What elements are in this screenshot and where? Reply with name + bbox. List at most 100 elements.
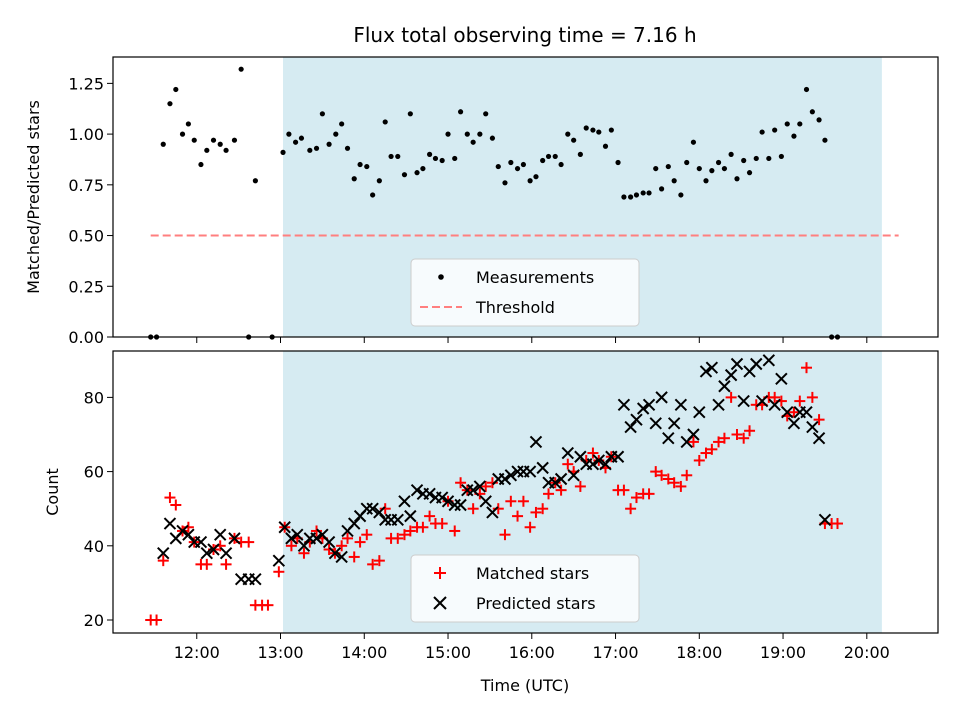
measurement-point [326, 141, 332, 147]
predicted-star-point [818, 513, 832, 527]
predicted-star-point [297, 539, 311, 553]
measurement-point [204, 147, 210, 153]
matched-star-point [220, 558, 232, 570]
matched-star-point [455, 477, 467, 489]
matched-star-point [530, 506, 542, 518]
predicted-star-point [755, 394, 769, 408]
predicted-star-point [391, 513, 404, 527]
predicted-star-point [310, 532, 323, 545]
matched-star-point [788, 406, 800, 418]
measurement-point [470, 139, 476, 145]
matched-star-point [543, 488, 555, 500]
matched-star-point [794, 395, 806, 407]
measurement-point [746, 170, 753, 176]
predicted-star-point [806, 420, 819, 434]
predicted-star-point [473, 480, 487, 493]
matched-star-point [587, 447, 599, 459]
matched-star-point [574, 480, 586, 492]
matched-star-point [436, 518, 448, 530]
measurement-point [784, 121, 790, 127]
matched-star-point [404, 525, 416, 537]
x-tick-label: 16:00 [509, 643, 555, 662]
measurement-point [709, 168, 715, 174]
matched-star-point [713, 436, 725, 448]
predicted-star-point [549, 476, 562, 489]
predicted-star-point [328, 547, 342, 560]
matched-star-point [151, 614, 163, 626]
legend-predicted-marker [433, 596, 447, 610]
matched-star-point [373, 555, 385, 567]
measurement-point [179, 131, 186, 137]
measurement-point [772, 127, 778, 133]
matched-star-point [311, 525, 323, 537]
matched-star-point [562, 458, 574, 470]
measurement-point [457, 109, 464, 115]
measurement-point [545, 153, 552, 160]
matched-star-point [182, 521, 194, 533]
measurement-point [173, 86, 179, 93]
matched-star-point [243, 536, 255, 548]
matched-star-point [650, 466, 662, 478]
matched-star-point [336, 540, 348, 552]
measurement-point [690, 139, 697, 145]
predicted-star-point [554, 472, 568, 486]
matched-star-point [379, 503, 391, 515]
measurement-point [577, 151, 583, 157]
matched-star-point [348, 551, 360, 563]
matched-star-point [164, 492, 176, 504]
matched-star-point [424, 510, 436, 522]
measurement-point [477, 131, 483, 137]
matched-star-point [298, 547, 310, 559]
matched-star-point [273, 566, 285, 578]
measurement-point [803, 86, 810, 93]
matched-star-point [555, 484, 567, 496]
x-tick-label: 19:00 [760, 643, 806, 662]
predicted-star-point [504, 469, 518, 482]
measurement-point [464, 131, 470, 137]
predicted-star-point [194, 535, 208, 549]
measurement-point [344, 145, 351, 151]
predicted-star-point [379, 513, 392, 527]
predicted-star-point [599, 457, 612, 471]
predicted-star-point [624, 420, 637, 434]
measurement-point [514, 165, 521, 172]
predicted-star-point [674, 398, 688, 412]
predicted-star-point [781, 406, 794, 419]
matched-star-point [323, 544, 335, 556]
measurement-point [809, 109, 815, 115]
measurement-point [671, 178, 677, 184]
predicted-star-point [592, 454, 605, 467]
legend-measurements-marker [438, 274, 444, 280]
bottom-y-axis-label: Count [43, 468, 62, 516]
predicted-star-point [750, 357, 763, 371]
matched-star-point [806, 391, 818, 403]
matched-star-point [744, 425, 756, 437]
measurement-point [339, 121, 345, 127]
predicted-star-point [511, 465, 524, 478]
matched-star-point [725, 391, 737, 403]
matched-star-point [517, 495, 529, 507]
matched-star-point [398, 529, 410, 541]
top-panel: 0.00 0.25 0.50 0.75 1.00 1.25 Matched/Predict… [24, 56, 939, 347]
predicted-star-point [561, 446, 575, 460]
measurement-point [633, 192, 640, 198]
matched-star-point [392, 532, 404, 544]
predicted-star-point [617, 398, 631, 412]
measurement-point [520, 161, 527, 168]
x-axis-label: Time (UTC) [480, 676, 569, 695]
measurement-point [816, 117, 822, 123]
y-tick-label: 0.50 [68, 227, 104, 246]
top-y-ticks: 0.00 0.25 0.50 0.75 1.00 1.25 [68, 74, 113, 347]
predicted-star-point [724, 368, 738, 382]
measurement-point [167, 101, 173, 107]
matched-star-point [157, 555, 169, 567]
measurement-point [734, 176, 740, 182]
measurement-point [198, 161, 204, 168]
predicted-star-point [712, 398, 725, 412]
measurement-point [571, 137, 577, 143]
measurement-point [286, 131, 292, 137]
predicted-star-point [182, 528, 195, 541]
measurement-point [185, 121, 191, 127]
matched-star-point [693, 454, 705, 466]
predicted-star-point [200, 547, 214, 560]
